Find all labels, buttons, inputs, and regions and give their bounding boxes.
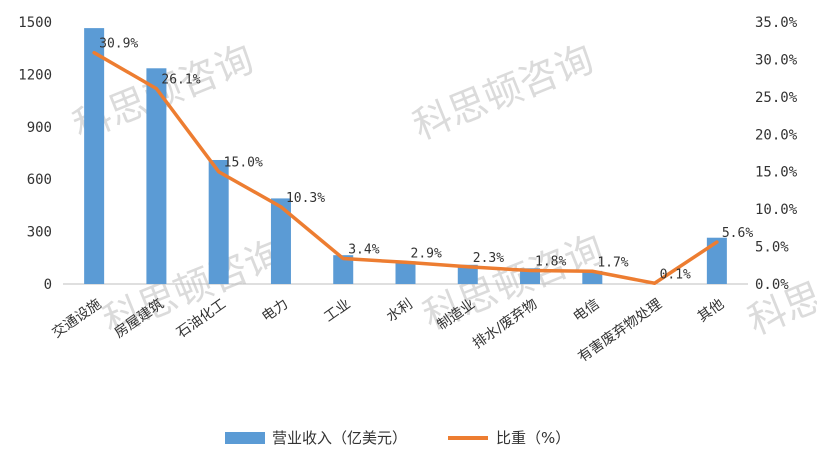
line-point [404, 260, 407, 264]
line-point [653, 281, 657, 285]
y-left-tick-label: 300 [27, 225, 52, 241]
line-point [341, 257, 345, 261]
line-point [715, 240, 719, 244]
y-right-tick-label: 0.0% [755, 277, 789, 293]
line-data-label: 1.7% [597, 255, 628, 270]
watermark-text-1: 科思顿咨询 [407, 36, 600, 148]
line-data-label: 0.1% [660, 267, 691, 282]
bar [270, 198, 291, 284]
line-point [590, 269, 594, 273]
y-right-tick-label: 35.0% [755, 15, 798, 31]
x-category-label: 其他 [695, 296, 727, 325]
line-data-label: 5.6% [722, 226, 753, 241]
y-left-tick-label: 0 [44, 277, 52, 293]
bar [395, 261, 416, 284]
line-data-label: 15.0% [224, 156, 263, 171]
bar [208, 159, 229, 284]
bar-series [84, 28, 727, 285]
legend: 营业收入（亿美元） 比重（%） [225, 429, 570, 447]
y-left-tick-label: 1200 [18, 67, 52, 83]
line-point [279, 205, 283, 209]
line-data-label: 2.3% [473, 251, 504, 266]
bar [146, 68, 167, 284]
y-right-tick-label: 20.0% [755, 127, 798, 143]
x-category-label: 交通设施 [49, 295, 105, 341]
y-right-tick-label: 5.0% [755, 240, 789, 256]
x-category-label: 工业 [321, 296, 353, 325]
line-data-label: 26.1% [161, 73, 200, 88]
y-right-tick-label: 30.0% [755, 52, 798, 68]
line-point [154, 87, 158, 91]
legend-line-label: 比重（%） [496, 429, 570, 447]
bar [706, 237, 727, 284]
axes: 0 300 600 900 1200 1500 0.0% 5.0% 10.0% 15.0% 20.0… [18, 15, 797, 365]
y-left-tick-label: 600 [27, 172, 52, 188]
line-point [528, 269, 532, 273]
legend-bar-label: 营业收入（亿美元） [272, 429, 407, 447]
line-data-label: 10.3% [286, 191, 325, 206]
bar [582, 270, 603, 284]
line-data-label: 2.9% [411, 246, 442, 261]
legend-bar-swatch [225, 432, 265, 444]
x-category-label: 电信 [570, 296, 602, 325]
data-labels: 30.9% 26.1% 15.0% 10.3% 3.4% 2.9% 2.3% 1.8% 1.7%… [99, 37, 753, 283]
x-category-label: 水利 [384, 296, 416, 325]
bar [457, 264, 478, 284]
y-right-tick-label: 15.0% [755, 165, 798, 181]
bar [333, 255, 354, 284]
line-point [92, 51, 96, 55]
line-data-label: 1.8% [535, 255, 566, 270]
y-left-tick-label: 1500 [18, 15, 52, 31]
line-point [466, 265, 470, 269]
bar [84, 28, 105, 285]
line-series [92, 50, 719, 286]
line-data-label: 30.9% [99, 37, 138, 52]
x-category-label: 电力 [259, 296, 291, 325]
y-right-tick-label: 25.0% [755, 90, 798, 106]
y-left-tick-label: 900 [27, 120, 52, 136]
line-point [217, 170, 221, 174]
y-right-tick-label: 10.0% [755, 202, 798, 218]
line-data-label: 3.4% [348, 243, 379, 258]
